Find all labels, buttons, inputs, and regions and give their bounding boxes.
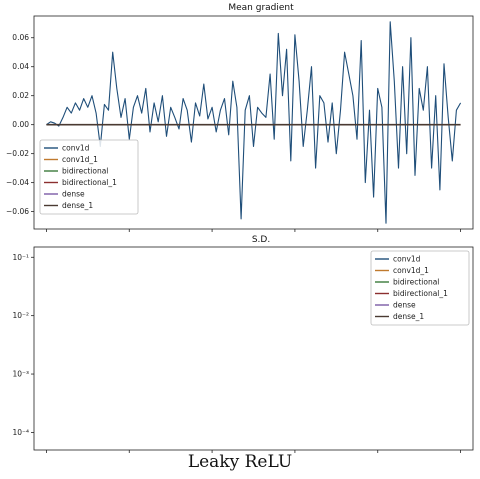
y-tick-label: 0.04 [12,62,29,71]
sd-legend: conv1d conv1d_1 bidirectional bidirectional… [370,250,470,326]
legend-box [370,250,470,326]
legend-label-bidirectional_1: bidirectional_1 [393,289,448,298]
legend-label-conv1d: conv1d [393,255,421,264]
mean-gradient-y-ticks: 0.06 0.04 0.02 0.00 −0.02 −0.04 −0.06 [6,33,34,216]
legend-label-dense_1: dense_1 [393,312,424,321]
legend-label-dense_1: dense_1 [62,201,93,210]
legend-box [39,139,139,215]
y-tick-label: 10⁻² [12,311,29,320]
y-tick-label: −0.06 [6,207,29,216]
sd-frame [33,246,474,451]
legend-label-conv1d: conv1d [62,144,90,153]
mean-gradient-x-ticks [46,229,461,232]
sd-title: S.D. [252,235,270,245]
figure-caption: Leaky ReLU [187,452,293,472]
legend-label-dense: dense [62,190,85,199]
legend-label-bidirectional: bidirectional [393,278,439,287]
y-tick-label: −0.04 [6,178,29,187]
mean-gradient-panel: Mean gradient 0.06 0.04 0.02 0.00 −0.02 −0.04… [6,3,474,232]
y-tick-label: 0.02 [12,91,29,100]
y-tick-label: 10⁻⁴ [12,428,29,437]
legend-label-conv1d_1: conv1d_1 [393,266,429,275]
legend-label-conv1d_1: conv1d_1 [62,155,98,164]
y-tick-label: −0.02 [6,149,29,158]
legend-label-bidirectional_1: bidirectional_1 [62,178,117,187]
mean-gradient-frame [33,15,474,230]
mean-gradient-legend: conv1d conv1d_1 bidirectional bidirectional… [39,139,139,215]
sd-y-ticks: 10⁻¹ 10⁻² 10⁻³ 10⁻⁴ [12,253,34,437]
y-tick-label: 0.00 [12,120,29,129]
legend-label-dense: dense [393,301,416,310]
mean-gradient-lines [46,21,462,224]
mean-gradient-title: Mean gradient [228,3,294,13]
series-line-conv1d [46,21,462,224]
y-tick-label: 0.06 [12,33,29,42]
legend-label-bidirectional: bidirectional [62,167,108,176]
sd-x-ticks [46,450,461,453]
y-tick-label: 10⁻³ [12,370,29,379]
sd-panel: S.D. 10⁻¹ 10⁻² 10⁻³ 10⁻⁴ conv1d conv1d_1bidi… [12,235,474,453]
y-tick-label: 10⁻¹ [12,253,29,262]
